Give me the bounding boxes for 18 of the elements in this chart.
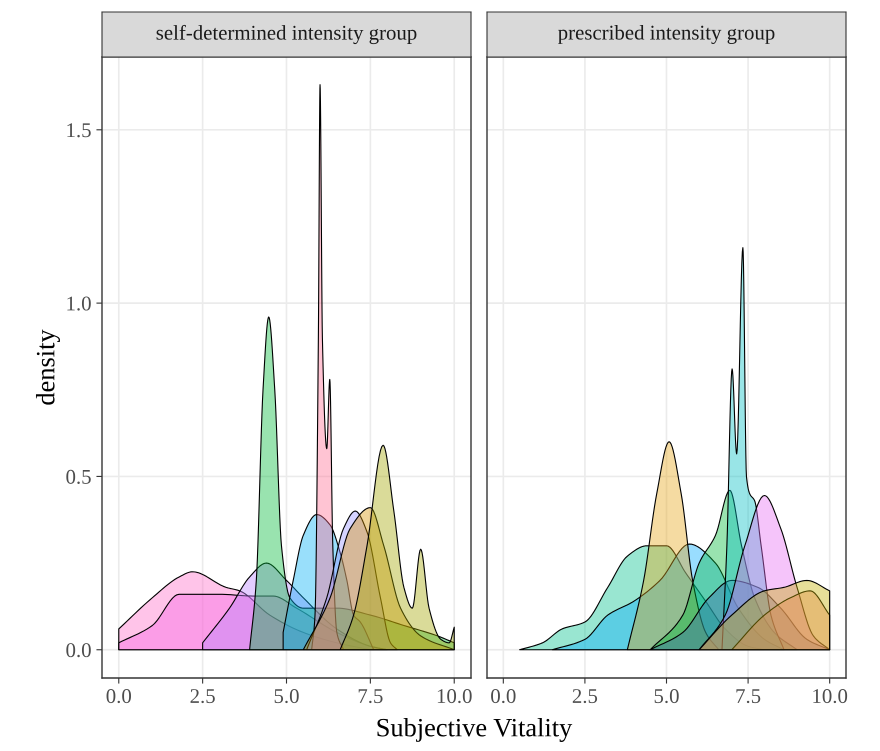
- y-tick-label: 0.5: [66, 470, 91, 484]
- x-tick-label: 2.5: [190, 689, 215, 704]
- y-axis-title: density: [36, 329, 60, 405]
- x-tick-label: 2.5: [572, 689, 598, 704]
- y-tick-label: 1.5: [67, 123, 91, 138]
- y-tick-label: 0.0: [66, 643, 91, 658]
- x-tick-label: 0.0: [106, 689, 131, 704]
- x-tick-label: 7.5: [358, 689, 383, 704]
- x-tick-label: 10.0: [438, 689, 472, 704]
- x-tick-label: 0.0: [491, 689, 516, 704]
- y-tick-label: 1.0: [67, 296, 91, 311]
- x-axis-title: Subjective Vitality: [377, 718, 572, 742]
- chart-title: prescribed intensity group: [558, 25, 774, 44]
- x-tick-label: 7.5: [736, 689, 760, 704]
- x-tick-label: 5.0: [654, 689, 679, 704]
- chart-title: self-determined intensity group: [156, 24, 416, 44]
- x-tick-label: 10.0: [813, 689, 848, 704]
- x-tick-label: 5.0: [274, 689, 299, 704]
